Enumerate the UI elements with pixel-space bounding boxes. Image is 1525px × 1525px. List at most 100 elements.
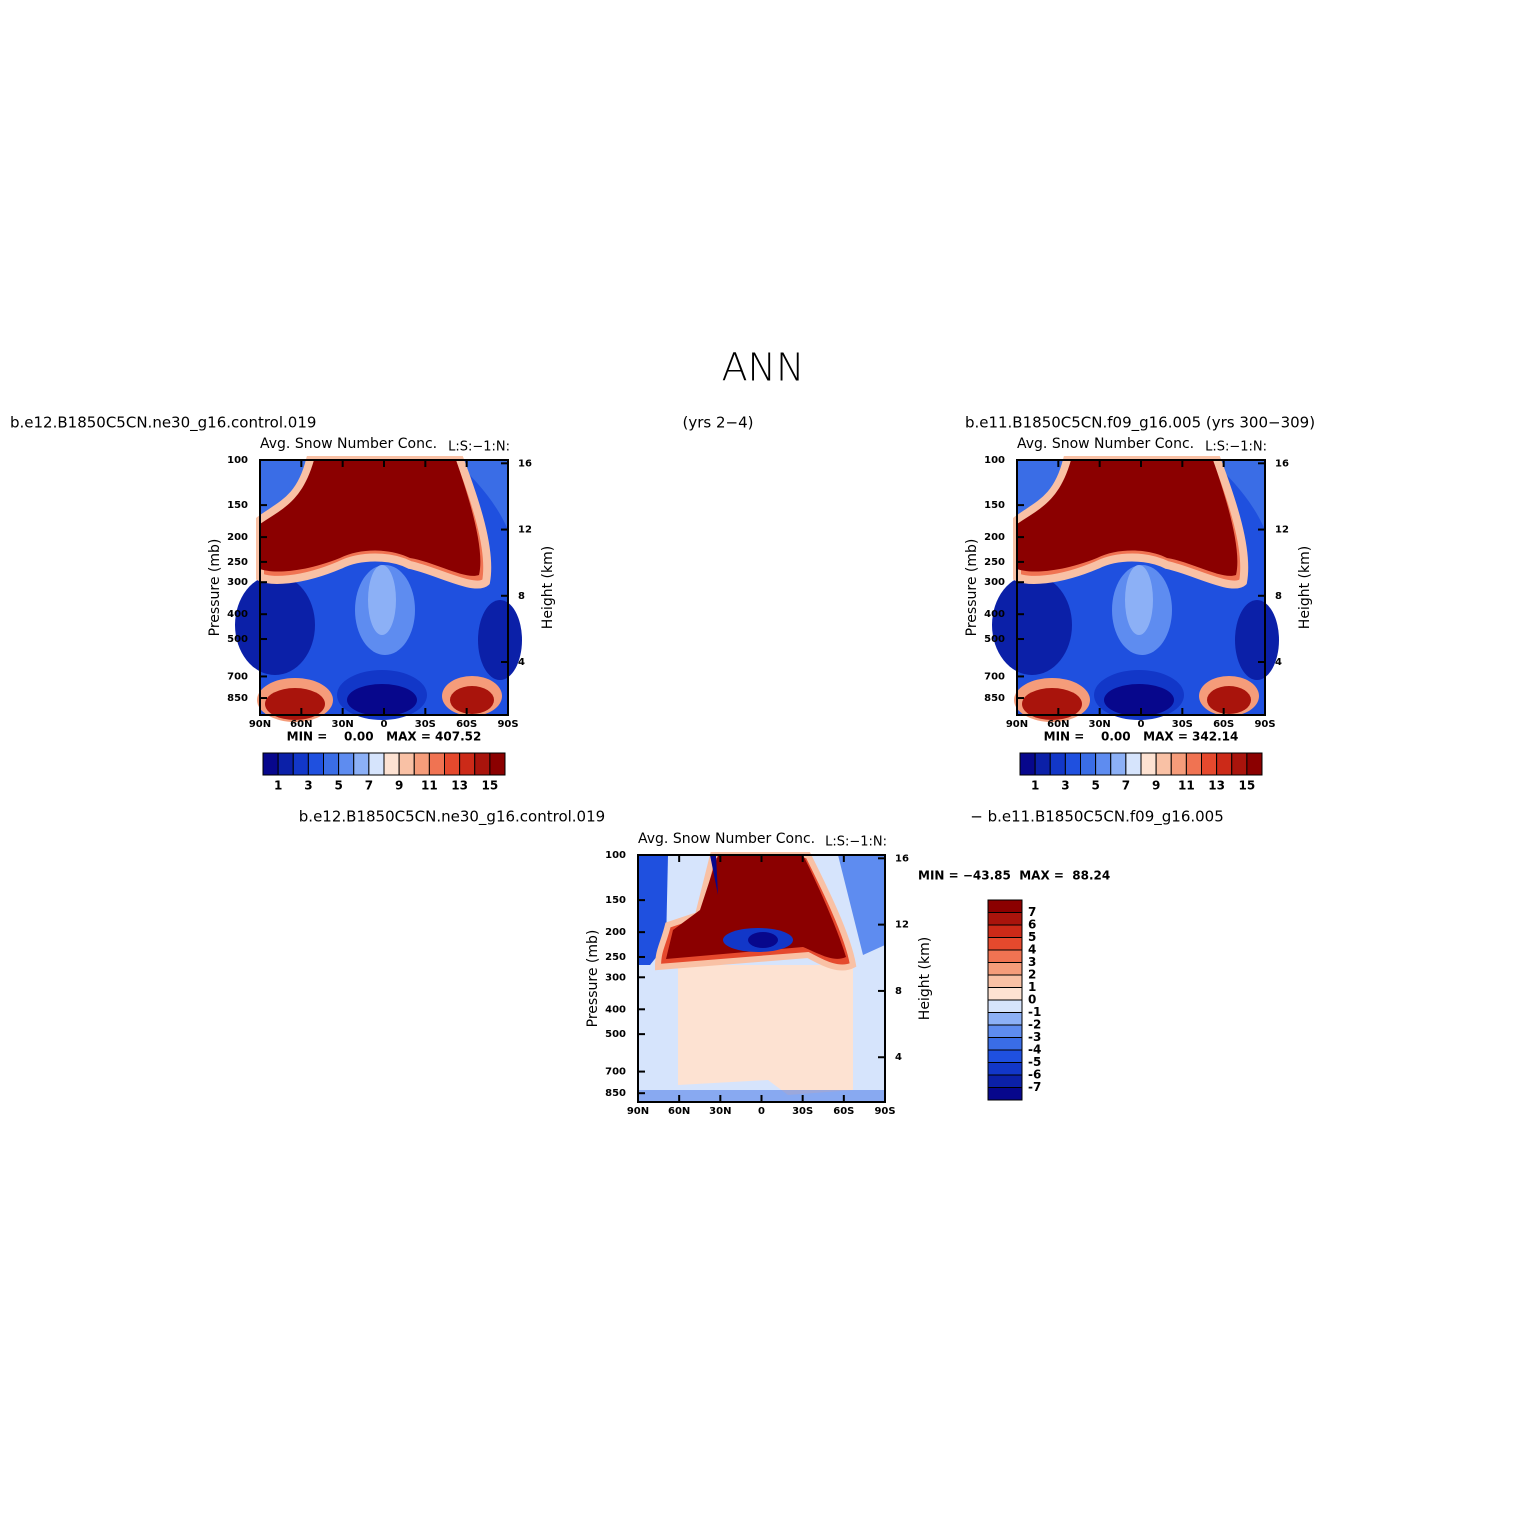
y-tick-label: 500 bbox=[227, 634, 248, 645]
colorbar-label: 7 bbox=[1122, 779, 1130, 793]
center-string: Avg. Snow Number Conc. bbox=[1017, 436, 1194, 452]
colorbar-box bbox=[1185, 752, 1202, 776]
colorbar-box bbox=[338, 752, 355, 776]
x-tick-label: 60S bbox=[833, 1106, 854, 1117]
y2-tick-label: 16 bbox=[895, 853, 909, 864]
colorbar-label: 6 bbox=[1028, 918, 1036, 932]
y-tick-label: 700 bbox=[227, 671, 248, 682]
colorbar-label: 3 bbox=[304, 779, 312, 793]
colorbar-box bbox=[987, 987, 1023, 1001]
colorbar-label: 1 bbox=[274, 779, 282, 793]
colorbar-label: 9 bbox=[1152, 779, 1160, 793]
colorbar-label: 15 bbox=[1239, 779, 1256, 793]
y2-tick-label: 4 bbox=[895, 1052, 902, 1063]
colorbar-box bbox=[987, 962, 1023, 976]
y-tick-label: 100 bbox=[227, 455, 248, 466]
colorbar-label: 5 bbox=[334, 779, 342, 793]
y-tick-label: 150 bbox=[984, 500, 1005, 511]
colorbar-label: 7 bbox=[365, 779, 373, 793]
colorbar-box bbox=[987, 1037, 1023, 1051]
colorbar-box bbox=[307, 752, 324, 776]
y-tick-label: 200 bbox=[984, 532, 1005, 543]
y-tick-label: 700 bbox=[984, 671, 1005, 682]
colorbar-label: 2 bbox=[1028, 968, 1036, 982]
colorbar-label: 13 bbox=[1208, 779, 1225, 793]
colorbar-box bbox=[987, 1087, 1023, 1101]
colorbar-box bbox=[987, 924, 1023, 938]
field-region bbox=[265, 688, 325, 720]
colorbar-label: 3 bbox=[1061, 779, 1069, 793]
x-tick-label: 30N bbox=[332, 719, 354, 730]
colorbar-label: -3 bbox=[1028, 1030, 1041, 1044]
y2-tick-label: 12 bbox=[1275, 525, 1289, 536]
colorbar-box bbox=[444, 752, 461, 776]
colorbar-box bbox=[1155, 752, 1172, 776]
y2-tick-label: 16 bbox=[518, 458, 532, 469]
field-region bbox=[478, 600, 522, 680]
corner-string: L:S:−1:N: bbox=[1205, 440, 1267, 455]
x-tick-label: 90S bbox=[497, 719, 518, 730]
colorbar-box bbox=[277, 752, 294, 776]
left-string: b.e11.B1850C5CN.f09_g16.005 (yrs 300−309… bbox=[965, 414, 1315, 433]
contour-field bbox=[638, 852, 885, 1102]
colorbar-box bbox=[489, 752, 506, 776]
colorbar-box bbox=[987, 912, 1023, 926]
colorbar-box bbox=[987, 974, 1023, 988]
colorbar-box bbox=[353, 752, 370, 776]
x-tick-label: 60S bbox=[456, 719, 477, 730]
colorbar-box bbox=[413, 752, 430, 776]
colorbar-label: -7 bbox=[1028, 1080, 1041, 1094]
y-tick-label: 400 bbox=[984, 609, 1005, 620]
y2-tick-label: 4 bbox=[518, 657, 525, 668]
field-region bbox=[235, 575, 315, 675]
colorbar-label: 15 bbox=[482, 779, 499, 793]
corner-string: L:S:−1:N: bbox=[448, 440, 510, 455]
colorbar-label: 5 bbox=[1091, 779, 1099, 793]
min-max: MIN = −43.85 MAX = 88.24 bbox=[918, 869, 1110, 883]
y2-tick-label: 8 bbox=[1275, 591, 1282, 602]
colorbar-label: 3 bbox=[1028, 955, 1036, 969]
x-tick-label: 30S bbox=[1172, 719, 1193, 730]
colorbar-box bbox=[292, 752, 309, 776]
colorbar-label: 1 bbox=[1028, 980, 1036, 994]
x-tick-label: 90N bbox=[249, 719, 271, 730]
colorbar-box bbox=[1034, 752, 1051, 776]
y2-tick-label: 16 bbox=[1275, 458, 1289, 469]
contour-field bbox=[235, 456, 522, 722]
field-region bbox=[260, 460, 310, 515]
field-region bbox=[1212, 460, 1265, 530]
min-max: MIN = 0.00 MAX = 407.52 bbox=[287, 730, 482, 744]
colorbar-box bbox=[987, 1074, 1023, 1088]
colorbar-box bbox=[474, 752, 491, 776]
colorbar-box bbox=[987, 1062, 1023, 1076]
colorbar-box bbox=[428, 752, 445, 776]
field-region bbox=[1235, 600, 1279, 680]
x-tick-label: 30N bbox=[1089, 719, 1111, 730]
colorbar-box bbox=[1080, 752, 1097, 776]
field-region bbox=[1104, 684, 1174, 716]
y-tick-label: 150 bbox=[227, 500, 248, 511]
colorbar-label: 7 bbox=[1028, 905, 1036, 919]
field-region bbox=[368, 565, 396, 635]
field-region bbox=[748, 932, 778, 948]
x-tick-label: 0 bbox=[758, 1106, 765, 1117]
field-region bbox=[838, 855, 885, 955]
colorbar-label: 4 bbox=[1028, 943, 1036, 957]
x-tick-label: 60N bbox=[290, 719, 312, 730]
right-string: − b.e11.B1850C5CN.f09_g16.005 bbox=[970, 808, 1224, 827]
y-tick-label: 400 bbox=[227, 609, 248, 620]
min-max: MIN = 0.00 MAX = 342.14 bbox=[1044, 730, 1239, 744]
x-tick-label: 60N bbox=[1047, 719, 1069, 730]
right-string: (yrs 2−4) bbox=[683, 414, 754, 432]
field-region bbox=[1017, 460, 1238, 576]
colorbar-label: 0 bbox=[1028, 993, 1036, 1007]
colorbar-label: 13 bbox=[451, 779, 468, 793]
colorbar-box bbox=[1140, 752, 1157, 776]
y-tick-label: 400 bbox=[605, 1004, 626, 1015]
colorbar-box bbox=[383, 752, 400, 776]
field-region bbox=[347, 684, 417, 716]
colorbar-box bbox=[1170, 752, 1187, 776]
y-tick-label: 850 bbox=[227, 693, 248, 704]
